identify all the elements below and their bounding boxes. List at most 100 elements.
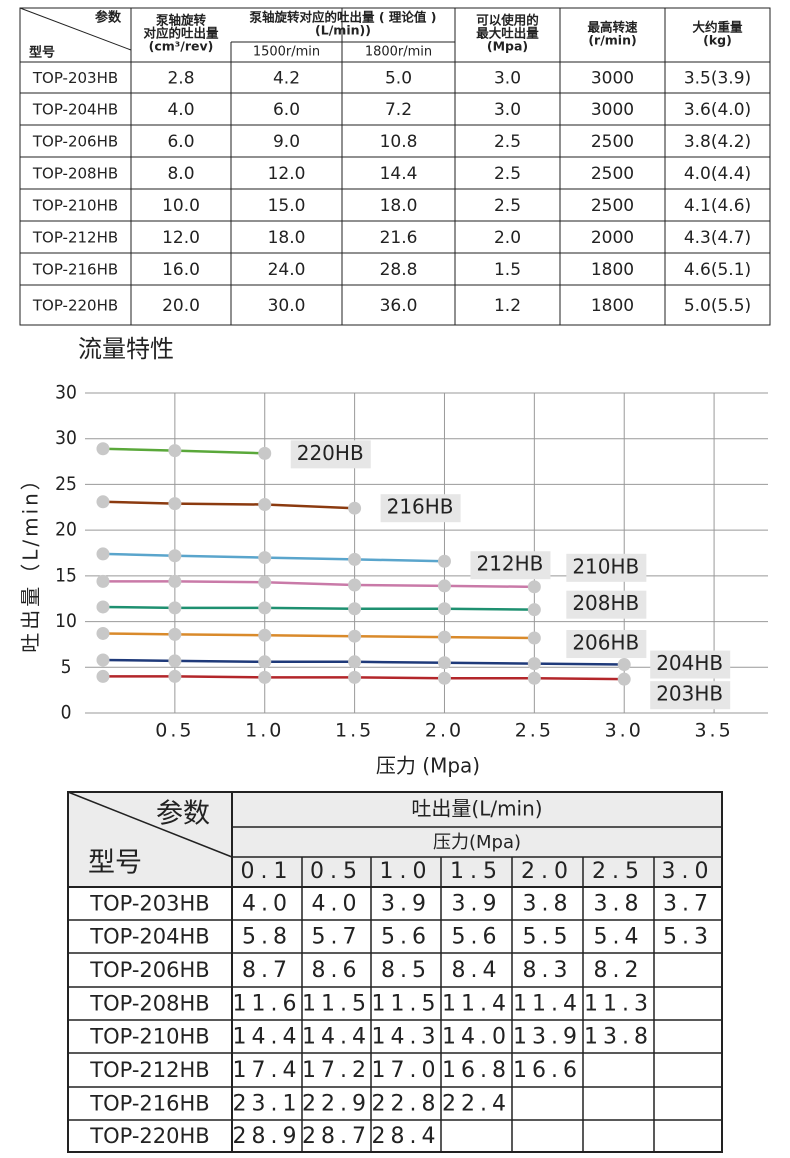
value-cell: 16.6 [513,1058,582,1083]
value-cell: 4.2 [273,69,300,89]
label-box [470,551,551,580]
value-cell: 8.4 [452,958,502,983]
data-point [437,579,451,593]
data-point [348,501,362,515]
model-cell: TOP-220HB [32,297,118,315]
value-cell: 11.5 [372,992,441,1017]
table-subheader: 压力(Mpa) [433,832,521,853]
value-cell: 3.0 [494,100,521,120]
data-point [168,574,182,588]
model-cell: TOP-212HB [32,229,118,247]
y-axis-label: 吐出量（L/min） [19,467,43,653]
value-cell: 13.8 [584,1025,653,1050]
value-cell: 20.0 [162,296,200,316]
model-cell: TOP-212HB [89,1058,209,1082]
value-cell: 21.6 [380,228,418,248]
data-point [96,653,110,667]
data-point [258,655,272,669]
data-point [348,629,362,643]
corner-label: 型号 [88,848,142,879]
value-cell: 2000 [591,228,634,248]
value-cell: 5.0 [385,69,412,89]
data-point [527,657,541,671]
x-tick-label: 2.5 [515,720,554,742]
column-header: (cm³/rev) [149,39,214,54]
value-cell: 17.0 [372,1058,441,1083]
value-cell: 2.5 [494,164,521,184]
column-header: 泵轴旋转对应的吐出量 ( 理论值 ) [250,10,437,25]
data-point [437,554,451,568]
value-cell: 5.0(5.5) [684,296,751,316]
y-tick-label: 10 [55,610,77,632]
data-point [168,601,182,615]
corner-label: 参数 [156,799,210,830]
corner-label: 型号 [29,45,55,61]
value-cell: 4.6(5.1) [684,260,751,280]
value-cell: 16.8 [442,1058,511,1083]
data-point [168,444,182,458]
series-line [102,500,355,510]
label-box [566,590,647,619]
model-cell: TOP-203HB [32,69,118,87]
value-cell: 3.0 [494,69,521,89]
value-cell: 22.9 [302,1092,371,1117]
value-cell: 5.6 [381,925,431,950]
value-cell: 6.0 [273,100,300,120]
data-point [258,601,272,615]
data-point [258,551,272,565]
value-cell: 3.8(4.2) [684,132,751,152]
value-cell: 1800 [591,260,634,280]
label-box [290,440,371,469]
column-header: 对应的吐出量 [143,26,219,41]
column-subheader: 1800r/min [365,45,432,60]
value-cell: 1800 [591,296,634,316]
value-cell: 22.8 [372,1092,441,1117]
value-cell: 11.6 [233,992,302,1017]
value-cell: 18.0 [268,228,306,248]
data-point [527,671,541,685]
value-cell: 2.5 [494,132,521,152]
value-cell: 3.6(4.0) [684,100,751,120]
data-point [96,626,110,640]
value-cell: 17.4 [233,1058,302,1083]
data-point [168,497,182,511]
x-axis-label: 压力 (Mpa) [376,754,480,778]
x-tick-label: 0.5 [155,720,194,742]
model-cell: TOP-208HB [32,165,118,183]
value-cell: 3.7 [663,892,713,917]
value-cell: 6.0 [167,132,194,152]
column-header: 可以使用的 [476,13,539,28]
value-cell: 5.3 [663,925,713,950]
data-point [168,549,182,563]
value-cell: 8.7 [242,958,292,983]
data-point [96,442,110,456]
data-point [96,600,110,614]
value-cell: 10.0 [162,196,200,216]
y-tick-label: 30 [55,382,77,404]
y-tick-label: 25 [55,473,77,495]
pressure-header: 3.0 [662,859,715,884]
value-cell: 8.2 [594,958,644,983]
model-cell: TOP-204HB [32,101,118,119]
header-bg [68,792,722,887]
y-tick-label: 15 [55,564,77,586]
data-point [437,602,451,616]
data-point [348,670,362,684]
model-cell: TOP-220HB [89,1124,209,1148]
value-cell: 14.0 [442,1025,511,1050]
value-cell: 3.9 [381,892,431,917]
data-point [437,630,451,644]
value-cell: 2.5 [494,196,521,216]
x-tick-label: 2.0 [425,720,464,742]
value-cell: 3.8 [594,892,644,917]
pressure-header: 0.1 [241,859,294,884]
data-point [96,495,110,509]
value-cell: 5.8 [242,925,292,950]
series-label: 208HB [572,591,639,615]
value-cell: 14.4 [302,1025,371,1050]
value-cell: 11.4 [442,992,511,1017]
x-tick-label: 1.0 [245,720,284,742]
value-cell: 24.0 [268,260,306,280]
